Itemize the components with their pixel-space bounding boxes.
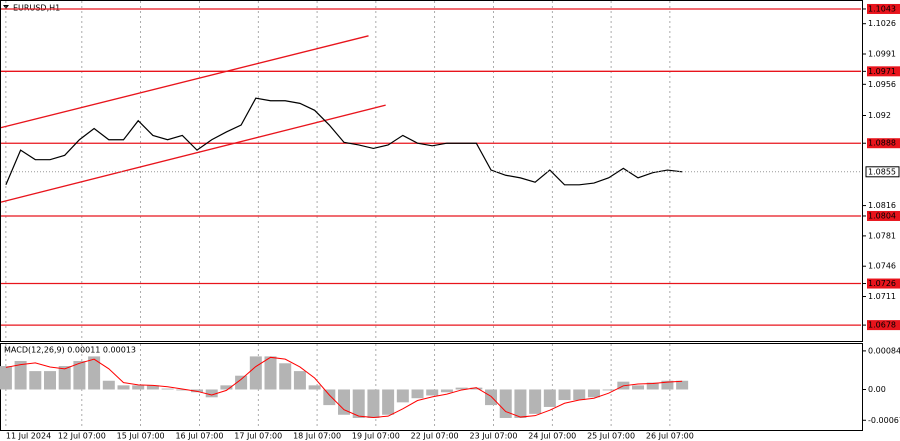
macd-panel (0, 343, 863, 431)
y-tick-label: -0.00067 (868, 416, 900, 425)
macd-bar (499, 389, 512, 418)
macd-bar (205, 389, 218, 398)
signal-line (5, 356, 683, 419)
level-label-box (867, 138, 900, 149)
macd-bar (352, 389, 365, 418)
macd-bar (411, 389, 424, 399)
macd-bar (29, 371, 42, 390)
macd-bar (44, 371, 57, 390)
y-tick-label: 1.0746 (868, 262, 896, 271)
macd-bar (455, 387, 468, 390)
channel-line (0, 35, 369, 129)
macd-bar (485, 389, 498, 406)
x-tick-label: 18 Jul 07:00 (293, 432, 341, 441)
y-tick-label: 1.0726 (868, 279, 896, 288)
macd-bar (73, 361, 86, 390)
last-price-label: 1.0855 (868, 167, 896, 176)
y-tick-label: 1.0956 (868, 80, 896, 89)
y-tick-label: 1.092 (868, 111, 891, 120)
y-tick-label: 1.0888 (868, 139, 896, 148)
macd-bar (161, 388, 174, 390)
macd-bar (573, 389, 586, 401)
macd-bar (146, 385, 159, 390)
x-tick-label: 11 Jul 2024 (6, 432, 51, 441)
macd-bar (543, 389, 556, 407)
level-label-box (867, 66, 900, 77)
macd-bar (249, 356, 262, 390)
macd-bar (264, 356, 277, 390)
macd-bar (58, 366, 71, 390)
macd-bar (117, 385, 130, 390)
macd-bar (529, 389, 542, 414)
y-tick-label: 1.1026 (868, 19, 896, 28)
price-panel (0, 0, 863, 342)
x-tick-label: 22 Jul 07:00 (411, 432, 459, 441)
y-tick-label: 1.0678 (868, 321, 896, 330)
macd-bar (632, 385, 645, 390)
macd-bar (440, 389, 453, 393)
macd-bar (470, 387, 483, 390)
y-tick-label: 1.0971 (868, 67, 896, 76)
y-tick-label: 0.00 (868, 385, 886, 394)
x-tick-label: 24 Jul 07:00 (528, 432, 576, 441)
x-tick-label: 25 Jul 07:00 (587, 432, 635, 441)
level-label-box (867, 3, 900, 14)
x-tick-label: 16 Jul 07:00 (175, 432, 223, 441)
last-price-box (865, 166, 900, 178)
macd-bar (367, 389, 380, 418)
macd-bar (308, 385, 321, 390)
macd-bar (14, 361, 27, 390)
macd-bar (338, 389, 351, 415)
x-tick-label: 12 Jul 07:00 (58, 432, 106, 441)
macd-bar (587, 389, 600, 398)
macd-bar (0, 366, 12, 390)
price-line (5, 97, 683, 186)
macd-title: MACD(12,26,9) 0.00011 0.00013 (4, 346, 136, 355)
macd-bar (293, 371, 306, 390)
macd-bar (602, 389, 615, 391)
macd-bar (235, 375, 248, 390)
macd-bar (132, 385, 145, 390)
x-tick-label: 19 Jul 07:00 (352, 432, 400, 441)
chart-title: EURUSD,H1 (13, 4, 60, 13)
macd-bar (323, 389, 336, 406)
macd-bar (279, 363, 292, 390)
y-tick-label: 1.0816 (868, 201, 896, 210)
macd-bar (646, 382, 659, 390)
y-tick-label: 1.0804 (868, 211, 896, 220)
y-tick-label: 1.0781 (868, 231, 896, 240)
macd-bar (676, 380, 689, 390)
macd-bar (396, 389, 409, 403)
y-tick-label: 0.00084 (868, 346, 900, 355)
macd-bar (558, 389, 571, 401)
x-tick-label: 15 Jul 07:00 (117, 432, 165, 441)
macd-bar (176, 389, 189, 391)
level-label-box (867, 278, 900, 289)
y-tick-label: 1.1043 (868, 4, 896, 13)
macd-bar (426, 389, 439, 396)
macd-bar (220, 385, 233, 390)
level-label-box (867, 320, 900, 331)
x-tick-label: 23 Jul 07:00 (469, 432, 517, 441)
macd-bar (661, 380, 674, 390)
macd-bar (514, 389, 527, 418)
macd-bar (382, 389, 395, 415)
macd-bar (102, 380, 115, 390)
x-tick-label: 26 Jul 07:00 (646, 432, 694, 441)
y-tick-label: 1.0991 (868, 50, 896, 59)
y-tick-label: 1.0711 (868, 292, 896, 301)
channel-line (0, 104, 386, 203)
level-label-box (867, 210, 900, 221)
macd-bar (88, 356, 101, 390)
x-tick-label: 17 Jul 07:00 (234, 432, 282, 441)
